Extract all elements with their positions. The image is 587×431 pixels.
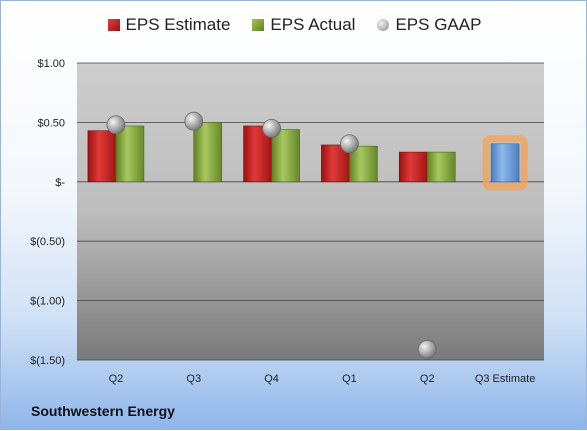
y-tick-label: $- <box>55 177 65 189</box>
bar-eps-actual <box>193 122 223 183</box>
x-tick-label: Q2 <box>109 373 124 385</box>
y-tick-label: $1.00 <box>37 58 65 70</box>
bar-eps-estimate <box>398 151 428 183</box>
bar-eps-actual <box>115 125 145 183</box>
legend-swatch-grey <box>377 19 390 31</box>
x-tick-label: Q1 <box>342 373 357 385</box>
marker-eps-gaap <box>262 118 281 138</box>
plot-area <box>77 63 544 360</box>
legend-item-eps-actual: EPS Actual <box>252 15 355 35</box>
legend-label: EPS Estimate <box>125 15 231 34</box>
legend-label: EPS GAAP <box>395 15 482 34</box>
y-tick-label: $(1.00) <box>30 296 65 308</box>
bar-q3-estimate <box>490 143 520 183</box>
highlight-glow <box>482 135 528 191</box>
x-tick-label: Q2 <box>420 373 435 385</box>
marker-eps-gaap <box>417 339 437 359</box>
marker-eps-gaap <box>184 111 204 131</box>
legend-item-eps-gaap: EPS GAAP <box>377 15 481 35</box>
x-tick-label: Q3 Estimate <box>475 373 536 385</box>
y-tick-label: $(1.50) <box>30 355 65 367</box>
bar-eps-actual <box>426 151 456 183</box>
x-tick-label: Q4 <box>264 373 279 385</box>
legend: EPS Estimate EPS Actual EPS GAAP <box>1 15 587 35</box>
legend-swatch-red <box>107 19 120 31</box>
bar-eps-actual <box>349 145 378 183</box>
bar-eps-estimate <box>87 130 117 183</box>
x-tick-label: Q3 <box>186 373 201 385</box>
legend-swatch-green <box>252 19 265 31</box>
marker-eps-gaap <box>106 115 126 135</box>
legend-label: EPS Actual <box>270 15 356 34</box>
y-tick-label: $0.50 <box>37 117 65 129</box>
legend-item-eps-estimate: EPS Estimate <box>107 15 231 35</box>
bar-eps-actual <box>271 129 300 183</box>
y-tick-label: $(0.50) <box>30 236 65 248</box>
marker-eps-gaap <box>340 134 359 154</box>
company-name: Southwestern Energy <box>31 403 175 419</box>
